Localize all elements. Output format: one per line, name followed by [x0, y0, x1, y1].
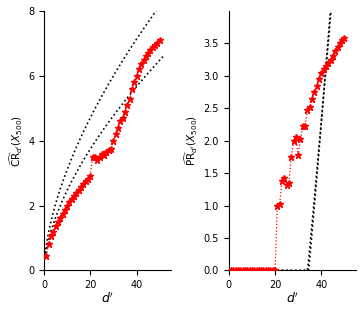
X-axis label: $d'$: $d'$: [101, 291, 114, 306]
Y-axis label: $\widehat{\mathrm{PR}}_{d'}(X_{500})$: $\widehat{\mathrm{PR}}_{d'}(X_{500})$: [183, 115, 199, 166]
Y-axis label: $\widehat{\mathrm{CR}}_{d'}(X_{500})$: $\widehat{\mathrm{CR}}_{d'}(X_{500})$: [7, 115, 24, 167]
X-axis label: $d'$: $d'$: [286, 291, 299, 306]
